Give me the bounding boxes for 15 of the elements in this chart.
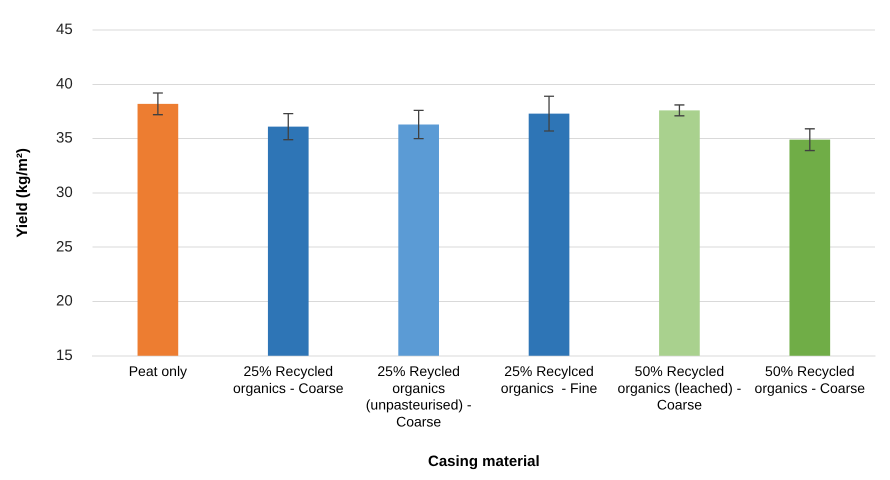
y-tick-label: 40 bbox=[56, 75, 73, 92]
x-axis-title: Casing material bbox=[428, 453, 540, 470]
x-tick-label: 50% Recycled organics (leached) - Coarse bbox=[618, 363, 742, 413]
y-tick-label: 30 bbox=[56, 184, 73, 202]
x-tick-label: 25% Recylced organics - Fine bbox=[500, 363, 598, 396]
y-tick-label: 20 bbox=[56, 292, 73, 310]
x-tick-label: 25% Reycled organics (unpasteurised) - Coarse bbox=[366, 363, 472, 430]
y-tick-label: 15 bbox=[56, 346, 73, 364]
x-tick-label: 25% Recycled organics - Coarse bbox=[233, 363, 344, 396]
y-axis-title: Yield (kg/m²) bbox=[14, 148, 32, 238]
y-tick-label: 35 bbox=[56, 130, 73, 147]
x-tick-label: 50% Recycled organics - Coarse bbox=[754, 363, 866, 396]
x-tick-label: Peat only bbox=[128, 363, 188, 380]
y-tick-label: 25 bbox=[56, 238, 73, 256]
y-tick-label: 45 bbox=[56, 21, 73, 38]
